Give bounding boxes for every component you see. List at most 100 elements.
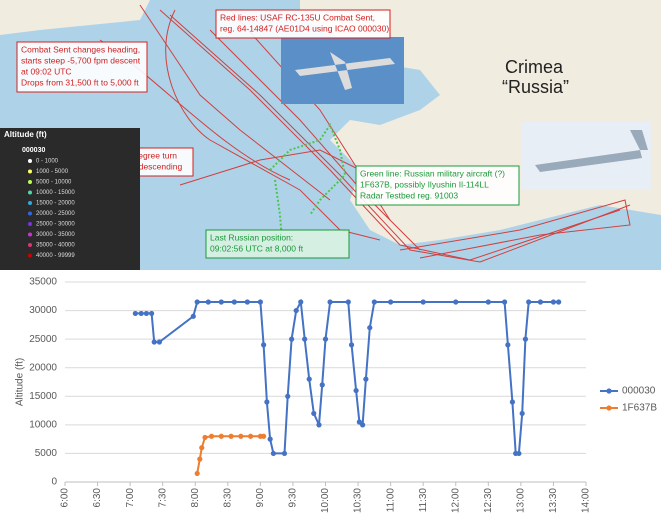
y-tick-label: 35000	[29, 277, 57, 288]
data-point	[270, 450, 276, 457]
data-point	[248, 433, 254, 439]
map-legend-swatch	[28, 190, 32, 195]
map-legend-swatch	[28, 169, 32, 174]
data-point	[261, 433, 267, 439]
legend-label: 000030	[622, 386, 656, 397]
map-legend-panel	[0, 128, 140, 270]
data-point	[257, 299, 263, 305]
x-tick-label: 9:00	[255, 488, 266, 508]
data-point	[293, 307, 299, 314]
annotation-text: at 09:02 UTC	[21, 66, 72, 76]
map-legend-swatch	[28, 159, 32, 163]
annotation-text: while descending	[116, 161, 182, 171]
data-point	[501, 299, 508, 305]
data-point	[327, 299, 333, 305]
map-annotations: Red lines: USAF RC-135U Combat Sent,reg.…	[16, 9, 520, 259]
data-point	[319, 382, 325, 388]
data-point	[199, 445, 205, 451]
annotation-text: reg. 64-14847 (AE01D4 using ICAO 000030)	[220, 23, 389, 33]
map-legend-swatch	[28, 232, 32, 237]
data-point	[526, 299, 532, 305]
x-tick-label: 8:30	[222, 488, 233, 508]
map-land	[0, 0, 150, 35]
data-point	[194, 470, 200, 477]
data-point	[388, 299, 394, 305]
y-tick-label: 0	[51, 477, 57, 488]
data-point	[367, 325, 373, 331]
data-point	[505, 342, 511, 348]
data-point	[519, 410, 525, 417]
data-point	[556, 299, 562, 305]
map-legend-label: 40000 - 99999	[36, 253, 75, 259]
data-point	[345, 299, 351, 305]
data-point	[228, 433, 234, 439]
data-point	[509, 399, 516, 405]
data-point	[202, 434, 208, 441]
data-point	[190, 313, 196, 319]
flight-tracks	[99, 4, 631, 263]
data-point	[348, 342, 355, 348]
data-point	[311, 410, 317, 417]
y-tick-label: 30000	[29, 305, 57, 316]
annotation-text: Combat Sent changes heading,	[21, 44, 140, 54]
annotation-box	[16, 41, 148, 93]
legend-marker	[606, 405, 612, 411]
map-legend-series: 000030	[22, 147, 45, 154]
map-legend-swatch	[28, 243, 32, 247]
x-tick-label: 7:00	[125, 488, 136, 508]
y-axis-title: Altitude (ft)	[15, 358, 26, 406]
legend-label: 1F637B	[622, 403, 657, 414]
x-tick-label: 12:30	[483, 488, 494, 513]
x-tick-label: 8:00	[190, 488, 201, 508]
x-tick-label: 12:00	[450, 488, 461, 513]
data-point	[208, 433, 215, 439]
data-point	[516, 450, 522, 457]
data-point	[267, 436, 273, 442]
annotation-box	[355, 165, 520, 206]
place-label: Crimea	[505, 57, 564, 77]
map-legend-swatch	[28, 180, 32, 184]
map-legend-swatch	[28, 211, 32, 216]
annotation-text: Green line: Russian military aircraft (?…	[360, 168, 505, 178]
y-tick-label: 25000	[29, 334, 57, 345]
data-point	[194, 299, 200, 305]
x-tick-label: 11:30	[418, 488, 429, 513]
legend-marker	[606, 388, 612, 394]
data-point	[132, 310, 138, 317]
map-legend-label: 30000 - 35000	[36, 232, 75, 238]
annotation-text: starts steep -5,700 fpm descent	[21, 55, 141, 65]
data-point	[197, 456, 203, 462]
annotation-text: 180 degree turn	[117, 150, 177, 160]
annotation-text: 09:02:56 UTC at 8,000 ft	[210, 243, 304, 253]
annotation-text: Drops from 31,500 ft to 5,000 ft	[21, 77, 139, 87]
data-point	[281, 450, 288, 457]
data-point	[285, 393, 291, 399]
data-point	[371, 299, 377, 305]
map-legend-label: 1000 - 5000	[36, 169, 69, 175]
map-legend-title: Altitude (ft)	[4, 130, 47, 139]
map-legend-label: 5000 - 10000	[36, 180, 72, 186]
map-legend-swatch	[28, 201, 32, 205]
data-point	[550, 299, 557, 305]
annotation-text: Last Russian position:	[210, 232, 293, 242]
data-point	[453, 299, 459, 305]
x-tick-label: 14:00	[581, 488, 592, 513]
map-legend-label: 15000 - 20000	[36, 201, 75, 207]
x-tick-label: 7:30	[157, 488, 168, 508]
chart-background	[0, 270, 661, 517]
data-point	[302, 336, 308, 342]
map-legend-label: 0 - 1000	[36, 159, 59, 165]
data-point	[238, 433, 244, 439]
y-tick-label: 10000	[29, 419, 57, 430]
data-point	[151, 339, 157, 345]
data-point	[289, 336, 295, 342]
y-tick-label: 5000	[35, 448, 58, 459]
x-tick-label: 10:30	[353, 488, 364, 513]
data-point	[264, 399, 270, 405]
data-point	[156, 339, 163, 345]
map-legend-label: 25000 - 30000	[36, 222, 75, 228]
map-legend-label: 35000 - 40000	[36, 243, 75, 249]
data-point	[231, 299, 237, 305]
annotation-box	[205, 229, 350, 259]
